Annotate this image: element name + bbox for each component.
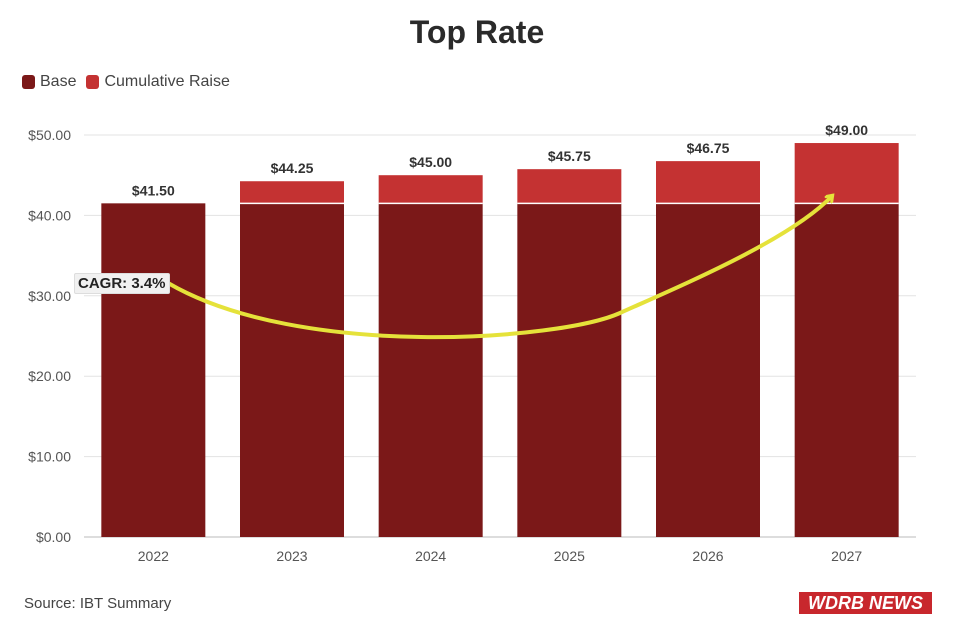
bar-base-2022[interactable] [101, 203, 206, 537]
bar-base-2023[interactable] [240, 203, 344, 537]
legend: Base Cumulative Raise [22, 73, 240, 91]
x-tick-label-2024: 2024 [415, 548, 446, 564]
cagr-annotation: CAGR: 3.4% [74, 273, 170, 294]
source-note: Source: IBT Summary [24, 595, 172, 612]
y-tick-label: $20.00 [28, 368, 71, 384]
bar-base-2027[interactable] [794, 203, 899, 537]
y-tick-label: $50.00 [28, 127, 71, 143]
bar-base-2025[interactable] [517, 203, 622, 537]
bar-raise-2025[interactable] [517, 169, 622, 204]
data-label-2022: $41.50 [132, 182, 175, 198]
data-label-2026: $46.75 [687, 140, 730, 156]
x-tick-label-2027: 2027 [831, 548, 862, 564]
data-label-2025: $45.75 [548, 148, 591, 164]
legend-swatch-cumulative-raise [86, 75, 100, 89]
bar-raise-2024[interactable] [378, 175, 483, 204]
data-label-2027: $49.00 [825, 122, 868, 138]
bar-raise-2023[interactable] [240, 181, 344, 204]
y-tick-label: $30.00 [28, 288, 71, 304]
data-label-2024: $45.00 [409, 154, 452, 170]
bar-raise-2026[interactable] [656, 161, 760, 204]
x-tick-label-2023: 2023 [276, 548, 307, 564]
y-tick-label: $40.00 [28, 207, 71, 223]
cagr-arrow [166, 196, 832, 340]
legend-swatch-base [22, 75, 35, 89]
bar-base-2026[interactable] [656, 203, 760, 537]
wdrb-news-logo: WDRB NEWS [799, 592, 932, 614]
data-label-2023: $44.25 [271, 160, 314, 176]
legend-item-base[interactable]: Base [22, 73, 76, 91]
x-tick-label-2026: 2026 [692, 548, 723, 564]
y-tick-label: $10.00 [28, 449, 71, 465]
bar-base-2024[interactable] [378, 203, 483, 537]
legend-label-base: Base [40, 73, 77, 90]
legend-label-cumulative-raise: Cumulative Raise [104, 73, 230, 90]
y-tick-label: $0.00 [36, 529, 71, 545]
legend-item-cumulative-raise[interactable]: Cumulative Raise [86, 73, 230, 91]
bar-raise-2027[interactable] [794, 143, 899, 204]
x-tick-label-2025: 2025 [554, 548, 585, 564]
chart-title: Top Rate [409, 14, 545, 50]
x-tick-label-2022: 2022 [138, 548, 169, 564]
